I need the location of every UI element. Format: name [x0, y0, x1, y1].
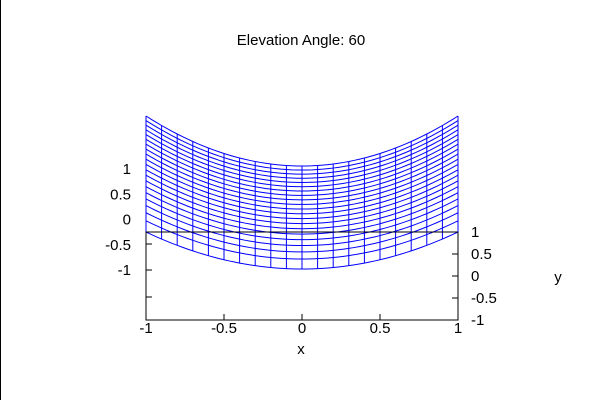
x-tick-label: -1	[139, 320, 152, 337]
z-tick-label: 1	[123, 161, 131, 178]
z-tick-label: -1	[118, 262, 131, 279]
y-tick-label: 0	[471, 268, 479, 285]
x-tick-label: 0.5	[370, 320, 391, 337]
x-tick-label: 1	[454, 320, 462, 337]
y-tick-label: 1	[471, 224, 479, 241]
x-axis-ticks: -1 -0.5 0 0.5 1	[139, 314, 462, 337]
surface-mesh	[145, 115, 459, 270]
y-tick-label: -1	[471, 312, 484, 329]
x-axis-label: x	[297, 341, 305, 358]
x-tick-label: -0.5	[211, 320, 237, 337]
chart-title: Elevation Angle: 60	[237, 32, 365, 49]
z-tick-label: 0	[123, 212, 131, 229]
x-tick-label: 0	[298, 320, 306, 337]
y-tick-label: 0.5	[471, 246, 492, 263]
y-axis-ticks: -1 -0.5 0 0.5 1	[452, 224, 497, 329]
z-tick-label: 0.5	[110, 186, 131, 203]
y-axis-label: y	[554, 269, 562, 286]
z-tick-label: -0.5	[105, 237, 131, 254]
y-tick-label: -0.5	[471, 290, 497, 307]
z-axis-ticks: -1 -0.5 0 0.5 1	[105, 161, 152, 298]
